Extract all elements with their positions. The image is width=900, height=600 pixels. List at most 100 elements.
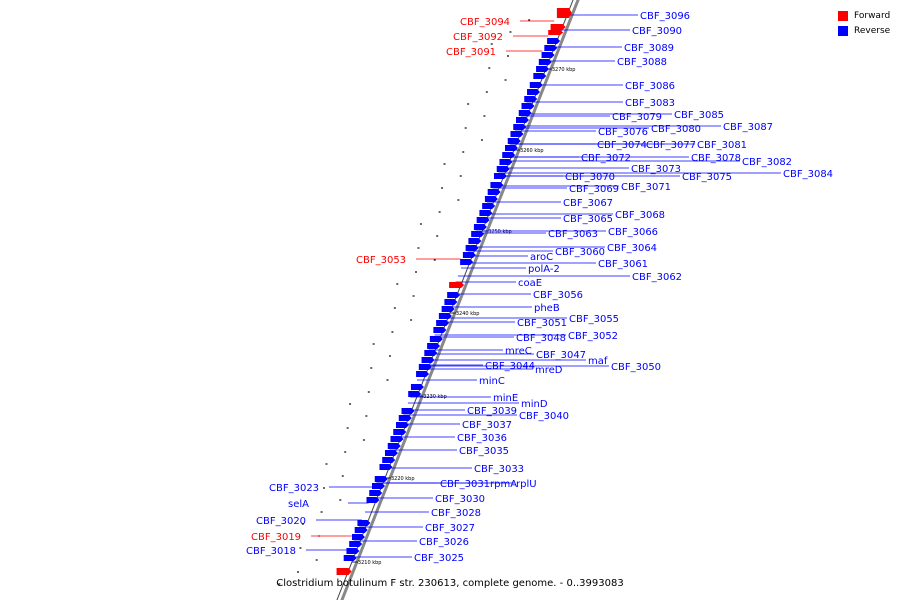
forward-gene-block	[449, 282, 465, 288]
gene-label: CBF_3072	[581, 153, 631, 164]
gene-label: CBF_3061	[598, 259, 648, 270]
reverse-gene-block	[521, 103, 535, 109]
gene-label: CBF_3035	[459, 446, 509, 457]
reverse-gene-block	[479, 210, 493, 216]
gene-label: CBF_3088	[617, 57, 667, 68]
reverse-gene-block	[410, 384, 424, 390]
gene-label: CBF_3060	[555, 247, 605, 258]
reverse-gene-block	[490, 182, 504, 188]
gene-label: CBF_3083	[625, 98, 675, 109]
reverse-gene-block	[372, 483, 385, 489]
gene-label: CBF_3056	[533, 290, 583, 301]
reverse-gene-block	[471, 231, 485, 237]
reverse-gene-block	[462, 252, 476, 258]
reverse-gene-block	[401, 408, 415, 414]
reverse-gene-block	[408, 391, 422, 397]
reverse-gene-block	[357, 520, 371, 526]
gene-label: CBF_3087	[723, 122, 773, 133]
gene-label: CBF_3084	[783, 169, 833, 180]
gene-label: CBF_3036	[457, 433, 507, 444]
gene-label: selA	[288, 499, 309, 510]
reverse-gene-block	[493, 173, 507, 179]
gene-label: CBF_3048	[516, 333, 566, 344]
gene-label: CBF_3031	[440, 479, 490, 490]
gene-label: CBF_3077	[646, 140, 696, 151]
gene-label: CBF_3066	[608, 227, 658, 238]
reverse-gene-block	[374, 476, 388, 482]
reverse-gene-block	[418, 364, 432, 370]
reverse-gene-block	[547, 38, 561, 44]
reverse-gene-block	[538, 59, 552, 65]
gene-label: CBF_3074	[597, 140, 647, 151]
reverse-gene-block	[390, 436, 404, 442]
reverse-gene-block	[468, 238, 482, 244]
reverse-gene-block	[427, 343, 441, 349]
gene-label: CBF_3078	[691, 153, 741, 164]
reverse-gene-block	[416, 371, 430, 377]
gene-label: rpmA	[490, 479, 517, 490]
reverse-gene-block	[436, 320, 450, 326]
forward-swatch	[838, 10, 848, 21]
reverse-gene-block	[393, 429, 407, 435]
reverse-gene-block	[351, 534, 365, 540]
reverse-gene-block	[510, 131, 524, 137]
gene-label: rplU	[516, 479, 537, 490]
reverse-gene-block	[482, 203, 496, 209]
gene-label: CBF_3071	[621, 182, 671, 193]
gene-label: CBF_3064	[607, 243, 657, 254]
gene-label: CBF_3089	[624, 43, 674, 54]
gene-label: CBF_3096	[640, 11, 690, 22]
reverse-gene-block	[496, 166, 510, 172]
reverse-gene-block	[424, 350, 438, 356]
gene-label: pheB	[534, 303, 560, 314]
reverse-gene-block	[396, 422, 409, 428]
reverse-gene-block	[544, 45, 558, 51]
reverse-gene-block	[447, 292, 461, 298]
gene-label: CBF_3020	[256, 516, 306, 527]
reverse-gene-block	[533, 73, 547, 79]
gene-label: CBF_3023	[269, 483, 319, 494]
label-leaders	[306, 14, 781, 558]
gene-label: CBF_3092	[453, 32, 503, 43]
gene-label: CBF_3052	[568, 331, 618, 342]
gene-label: CBF_3044	[485, 361, 535, 372]
reverse-gene-block	[366, 497, 380, 503]
gene-label: CBF_3070	[565, 172, 615, 183]
reverse-gene-block	[398, 415, 412, 421]
gene-label: CBF_3086	[625, 81, 675, 92]
reverse-gene-block	[516, 117, 529, 123]
gene-label: CBF_3028	[431, 508, 481, 519]
reverse-gene-block	[507, 138, 521, 144]
gene-label: CBF_3025	[414, 553, 464, 564]
reverse-gene-block	[346, 548, 360, 554]
reverse-gene-block	[438, 313, 452, 319]
gene-label: CBF_3075	[682, 172, 732, 183]
gene-label: CBF_3068	[615, 210, 665, 221]
kbp-tick-label: 3250 kbp	[488, 229, 512, 235]
gene-label: CBF_3055	[569, 314, 619, 325]
legend-forward: Forward	[838, 8, 890, 23]
gene-label: maf	[588, 356, 608, 367]
reverse-gene-block	[504, 145, 518, 151]
reverse-gene-block	[524, 96, 538, 102]
gene-label: CBF_3019	[251, 532, 301, 543]
reverse-gene-block	[476, 217, 490, 223]
reverse-gene-block	[465, 245, 479, 251]
gene-label: CBF_3085	[674, 110, 724, 121]
gc-skew-ticks	[278, 19, 531, 585]
gene-label: CBF_3081	[697, 140, 747, 151]
reverse-gene-block	[536, 66, 550, 72]
gene-label: CBF_3033	[474, 464, 524, 475]
forward-gene-block	[550, 24, 566, 30]
map-caption: Clostridium botulinum F str. 230613, com…	[276, 578, 624, 589]
gene-label: CBF_3091	[446, 47, 496, 58]
forward-gene-block	[548, 30, 564, 35]
reverse-gene-block	[354, 527, 368, 533]
reverse-gene-block	[518, 110, 532, 116]
kbp-tick-label: 3240 kbp	[456, 311, 480, 317]
gene-label: CBF_3067	[563, 198, 613, 209]
reverse-gene-block	[484, 196, 498, 202]
gene-label: CBF_3065	[563, 214, 613, 225]
reverse-gene-block	[502, 152, 516, 158]
reverse-gene-block	[444, 299, 458, 305]
